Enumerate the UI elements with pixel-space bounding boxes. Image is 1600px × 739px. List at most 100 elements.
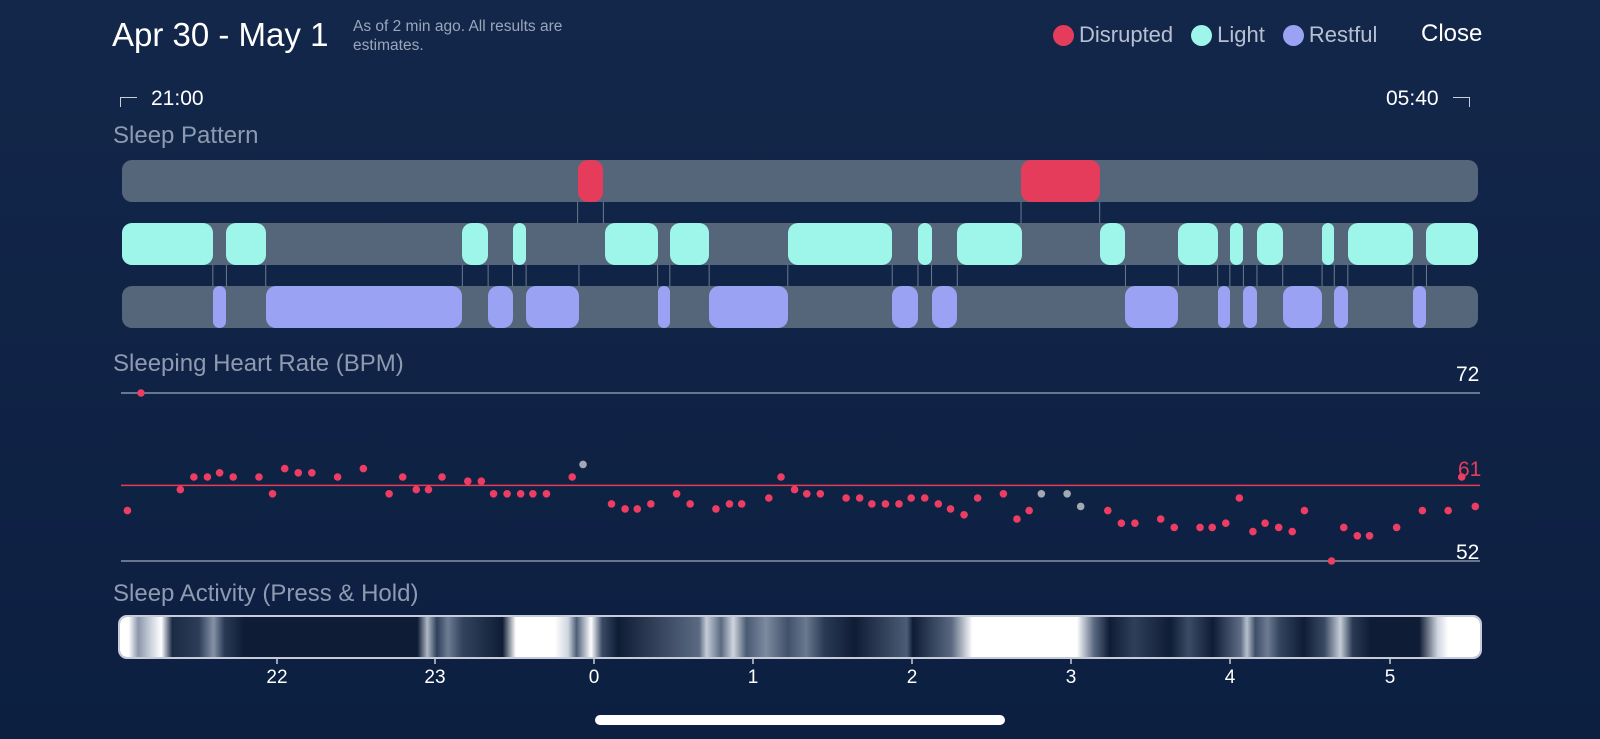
hr-point [737,500,746,508]
light-segment[interactable] [1426,223,1478,265]
light-segment[interactable] [1347,223,1413,265]
restful-segment[interactable] [657,286,670,328]
activity-heatmap [120,617,1480,657]
restful-segment[interactable] [212,286,227,328]
disrupted-track[interactable] [122,160,1478,202]
hr-point [1444,506,1452,515]
restful-segment[interactable] [1243,286,1257,328]
legend-label: Light [1217,22,1265,47]
hr-point [280,464,289,473]
start-time: 21:00 [120,87,204,111]
axis-tick-label: 2 [906,667,918,688]
hr-point [268,490,277,498]
axis-tick-label: 1 [747,667,759,688]
hr-point [855,494,864,502]
hr-avg-label: 61 [1458,458,1482,481]
hr-point [1457,473,1466,481]
hr-point [1221,519,1230,527]
hr-point [1288,527,1297,536]
legend-item-disrupted: Disrupted [1053,22,1173,48]
restful-track[interactable] [122,286,1478,328]
hr-point [647,500,655,508]
sleep-activity-bar[interactable] [118,615,1482,659]
light-segment[interactable] [226,223,266,265]
light-segment[interactable] [1229,223,1244,265]
hr-point [215,469,224,477]
hr-point [1249,527,1257,536]
axis-tick-label: 22 [266,667,288,688]
hr-point [686,500,694,508]
restful-segment[interactable] [526,286,579,328]
legend-label: Disrupted [1079,22,1174,47]
hr-point [1117,519,1126,527]
axis-tick-label: 3 [1065,667,1077,688]
restful-segment[interactable] [931,286,958,328]
hr-point [477,477,486,486]
light-segment[interactable] [1322,223,1335,265]
hr-point [1196,523,1204,532]
hr-point [1170,523,1179,532]
axis-tick-label: 0 [588,667,600,688]
restful-segment[interactable] [265,286,463,328]
light-segment[interactable] [122,223,213,265]
light-segment[interactable] [1178,223,1218,265]
axis-tick-label: 23 [424,667,446,688]
light-segment[interactable] [1099,223,1126,265]
hr-point [1025,506,1033,515]
restful-segment[interactable] [1412,286,1427,328]
restful-segment[interactable] [892,286,918,328]
hr-point [359,464,368,473]
light-segment[interactable] [462,223,489,265]
heart-rate-heading: Sleeping Heart Rate (BPM) [113,350,404,377]
hr-point-gray [1037,490,1046,498]
end-time-label: 05:40 [1386,87,1439,110]
hr-point [1418,506,1427,515]
hr-point [1353,532,1362,540]
disrupted-dot-icon [1053,24,1074,46]
hr-point [529,490,537,498]
restful-dot-icon [1282,24,1304,46]
restful-segment[interactable] [488,286,513,328]
axis-tick-label: 4 [1224,667,1236,688]
home-indicator[interactable] [595,715,1005,725]
hr-point [385,490,393,498]
light-track[interactable] [122,223,1478,265]
end-bracket-icon [1452,97,1470,107]
hr-point [802,490,811,498]
restful-segment[interactable] [709,286,788,328]
hr-point [308,469,316,477]
light-segment[interactable] [957,223,1023,265]
restful-segment[interactable] [1334,286,1348,328]
hr-point [1392,523,1401,532]
light-segment[interactable] [669,223,710,265]
hr-point [920,494,929,502]
light-segment[interactable] [1256,223,1283,265]
hr-point [790,485,799,494]
light-segment[interactable] [512,223,527,265]
disrupted-segment[interactable] [1021,160,1100,202]
hr-point-gray [579,460,587,469]
start-bracket-icon [120,97,137,107]
restful-segment[interactable] [1125,286,1179,328]
light-segment[interactable] [917,223,932,265]
close-button[interactable]: Close [1421,20,1483,47]
hr-point [672,490,681,498]
end-time: 05:40 [1386,87,1470,111]
hr-point [868,500,876,508]
hr-point [1208,523,1217,532]
hr-max-label: 72 [1456,363,1480,386]
hr-point [123,506,132,515]
legend-item-light: Light [1191,22,1265,48]
light-segment[interactable] [787,223,893,265]
disrupted-segment[interactable] [577,160,604,202]
hr-point-gray [1063,490,1071,498]
hr-point [137,389,145,397]
restful-segment[interactable] [1282,286,1323,328]
legend-item-restful: Restful [1282,22,1377,48]
date-range-title: Apr 30 - May 1 [112,16,329,53]
hr-point [895,500,903,508]
restful-segment[interactable] [1217,286,1230,328]
light-segment[interactable] [604,223,658,265]
